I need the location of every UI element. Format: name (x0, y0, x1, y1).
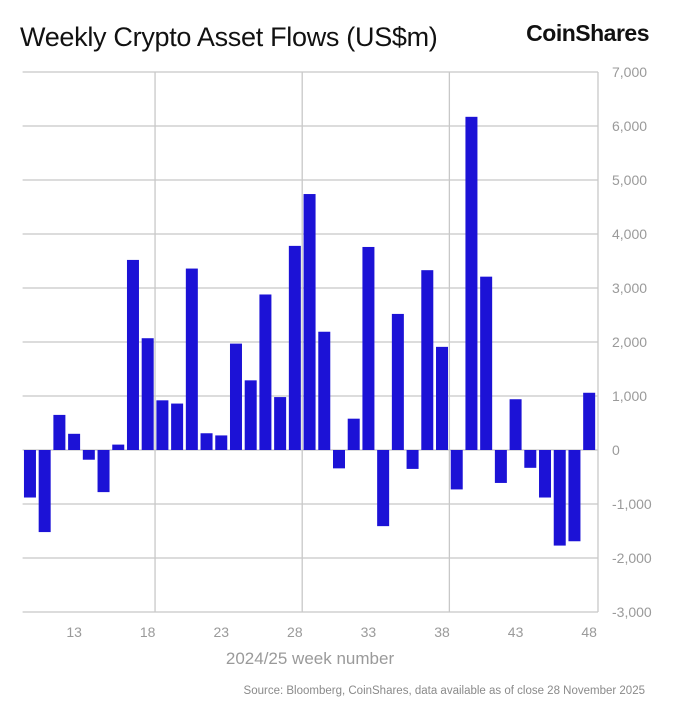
bar-week-43 (509, 399, 522, 450)
source-note: Source: Bloomberg, CoinShares, data avai… (243, 685, 645, 697)
y-tick-label: 5,000 (612, 172, 647, 188)
bar-week-45 (539, 450, 552, 498)
x-tick-label: 43 (508, 624, 524, 640)
bar-week-41 (480, 276, 493, 450)
x-axis-ticks: 13 18 23 28 33 38 43 48 (66, 624, 597, 640)
x-axis-label: 2024/25 week number (226, 649, 395, 668)
y-tick-label: 7,000 (612, 64, 647, 80)
bar-week-28 (288, 245, 301, 450)
bar-week-27 (274, 397, 287, 450)
x-tick-label: 38 (434, 624, 450, 640)
bar-week-23 (215, 435, 228, 450)
bar-week-10 (23, 450, 36, 498)
bar-week-19 (156, 400, 169, 450)
bar-week-12 (53, 414, 66, 450)
bar-week-20 (171, 403, 184, 450)
bar-week-29 (303, 194, 316, 450)
bar-week-32 (347, 418, 360, 450)
bar-week-39 (450, 450, 463, 490)
bar-week-14 (82, 450, 95, 460)
x-tick-label: 33 (361, 624, 377, 640)
chart-title: Weekly Crypto Asset Flows (US$m) (20, 22, 438, 52)
bar-week-18 (141, 338, 154, 450)
y-tick-label: -3,000 (612, 604, 652, 620)
bar-week-15 (97, 450, 110, 493)
bar-week-33 (362, 246, 375, 450)
bar-week-42 (494, 450, 507, 483)
bars (23, 116, 596, 546)
bar-week-44 (524, 450, 537, 468)
bar-week-30 (318, 331, 331, 450)
x-tick-label: 18 (140, 624, 156, 640)
y-tick-label: -1,000 (612, 496, 652, 512)
y-tick-label: 0 (612, 442, 620, 458)
y-tick-label: 3,000 (612, 280, 647, 296)
bar-week-35 (391, 313, 404, 450)
bar-week-37 (421, 270, 434, 450)
bar-week-22 (200, 433, 213, 450)
bar-week-46 (553, 450, 566, 546)
bar-week-21 (185, 268, 198, 450)
bar-week-26 (259, 294, 272, 450)
y-tick-label: -2,000 (612, 550, 652, 566)
bar-week-16 (112, 444, 125, 450)
y-tick-label: 2,000 (612, 334, 647, 350)
bar-week-11 (38, 450, 51, 533)
bar-week-36 (406, 450, 419, 469)
bar-week-48 (583, 392, 596, 450)
bar-week-17 (126, 259, 139, 450)
coinshares-logo: CoinShares (526, 20, 649, 46)
bar-week-40 (465, 116, 478, 450)
bar-week-34 (377, 450, 390, 527)
bar-week-31 (332, 450, 345, 469)
x-tick-label: 48 (581, 624, 597, 640)
x-tick-label: 13 (66, 624, 82, 640)
bar-week-13 (68, 433, 81, 450)
bar-week-24 (229, 343, 242, 450)
y-tick-label: 1,000 (612, 388, 647, 404)
bar-week-38 (436, 346, 449, 450)
x-tick-label: 28 (287, 624, 303, 640)
x-tick-label: 23 (213, 624, 229, 640)
y-tick-label: 4,000 (612, 226, 647, 242)
y-axis-ticks: -3,000 -2,000 -1,000 0 1,000 2,000 3,000 4,000 5… (612, 64, 652, 620)
bar-week-25 (244, 380, 257, 450)
y-tick-label: 6,000 (612, 118, 647, 134)
bar-week-47 (568, 450, 581, 542)
